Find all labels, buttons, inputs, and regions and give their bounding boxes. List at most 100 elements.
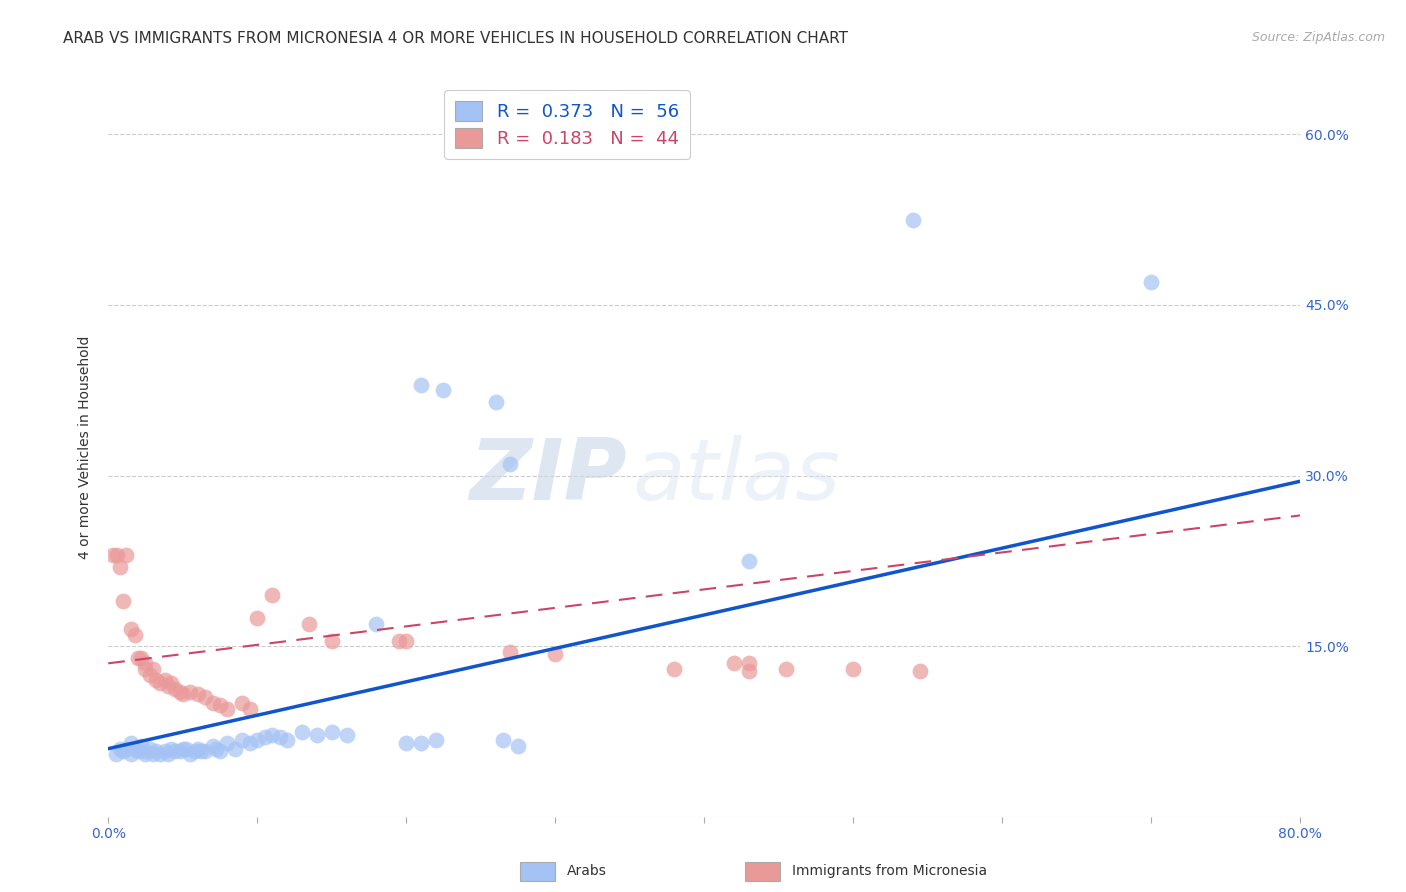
Point bbox=[246, 732, 269, 747]
Point bbox=[134, 657, 156, 671]
Point bbox=[246, 611, 269, 625]
Point bbox=[139, 667, 162, 681]
Point bbox=[321, 633, 343, 648]
Point bbox=[172, 687, 194, 701]
Point bbox=[336, 728, 359, 742]
Point bbox=[183, 744, 205, 758]
Point bbox=[165, 682, 187, 697]
Point bbox=[842, 662, 865, 676]
Point bbox=[253, 731, 276, 745]
Point bbox=[204, 741, 226, 756]
Point bbox=[120, 622, 142, 636]
Point bbox=[388, 633, 411, 648]
Point bbox=[664, 662, 686, 676]
Point bbox=[127, 650, 149, 665]
Point bbox=[201, 739, 224, 754]
Point bbox=[194, 690, 217, 705]
Point bbox=[104, 747, 127, 762]
Point bbox=[231, 732, 253, 747]
Point bbox=[425, 732, 447, 747]
Point bbox=[239, 702, 262, 716]
Point bbox=[115, 741, 138, 756]
Point bbox=[112, 744, 135, 758]
Point bbox=[908, 665, 931, 679]
Point bbox=[142, 662, 165, 676]
Point bbox=[172, 741, 194, 756]
Point bbox=[108, 741, 131, 756]
Point bbox=[901, 212, 924, 227]
Point bbox=[153, 673, 176, 688]
Point bbox=[169, 744, 191, 758]
Point bbox=[105, 548, 128, 562]
Point bbox=[179, 685, 201, 699]
Point bbox=[492, 732, 515, 747]
Point bbox=[134, 747, 156, 762]
Point bbox=[738, 554, 761, 568]
Point bbox=[432, 384, 454, 398]
Legend: R =  0.373   N =  56, R =  0.183   N =  44: R = 0.373 N = 56, R = 0.183 N = 44 bbox=[444, 90, 690, 159]
Point bbox=[298, 616, 321, 631]
Point bbox=[224, 741, 246, 756]
Point bbox=[506, 739, 529, 754]
Point bbox=[149, 675, 172, 690]
Point bbox=[179, 747, 201, 762]
Point bbox=[142, 747, 165, 762]
Point bbox=[291, 724, 314, 739]
Point bbox=[499, 457, 522, 471]
Point bbox=[411, 377, 433, 392]
Point bbox=[395, 736, 418, 750]
Point bbox=[239, 736, 262, 750]
Point bbox=[208, 698, 231, 713]
Point bbox=[187, 741, 209, 756]
Point bbox=[190, 744, 212, 758]
Point bbox=[217, 736, 239, 750]
Point bbox=[775, 662, 797, 676]
Point bbox=[124, 628, 146, 642]
Text: Source: ZipAtlas.com: Source: ZipAtlas.com bbox=[1251, 31, 1385, 45]
Point bbox=[174, 741, 197, 756]
Point bbox=[499, 645, 522, 659]
Point bbox=[129, 650, 152, 665]
Point bbox=[305, 728, 328, 742]
Point bbox=[411, 736, 433, 750]
Point bbox=[156, 679, 179, 693]
Point bbox=[159, 675, 181, 690]
Point bbox=[269, 731, 291, 745]
Point bbox=[484, 394, 506, 409]
Point bbox=[738, 665, 761, 679]
Point bbox=[217, 702, 239, 716]
Point bbox=[276, 732, 298, 747]
Point bbox=[194, 744, 217, 758]
Text: Immigrants from Micronesia: Immigrants from Micronesia bbox=[792, 864, 987, 879]
Point bbox=[165, 744, 187, 758]
Point bbox=[208, 744, 231, 758]
Y-axis label: 4 or more Vehicles in Household: 4 or more Vehicles in Household bbox=[79, 335, 93, 559]
Point bbox=[108, 559, 131, 574]
Point bbox=[262, 728, 284, 742]
Text: ZIP: ZIP bbox=[470, 435, 627, 518]
Point bbox=[366, 616, 388, 631]
Point bbox=[149, 747, 172, 762]
Point bbox=[187, 687, 209, 701]
Point bbox=[139, 741, 162, 756]
Text: atlas: atlas bbox=[633, 435, 841, 518]
Point bbox=[159, 741, 181, 756]
Point bbox=[124, 741, 146, 756]
Point bbox=[169, 685, 191, 699]
Point bbox=[395, 633, 418, 648]
Text: Arabs: Arabs bbox=[567, 864, 606, 879]
Point bbox=[145, 673, 167, 688]
Point bbox=[129, 739, 152, 754]
Point bbox=[156, 747, 179, 762]
Point bbox=[127, 744, 149, 758]
Point bbox=[738, 657, 761, 671]
Point bbox=[544, 647, 567, 661]
Point bbox=[723, 657, 745, 671]
Point bbox=[231, 696, 253, 710]
Text: ARAB VS IMMIGRANTS FROM MICRONESIA 4 OR MORE VEHICLES IN HOUSEHOLD CORRELATION C: ARAB VS IMMIGRANTS FROM MICRONESIA 4 OR … bbox=[63, 31, 848, 46]
Point bbox=[145, 744, 167, 758]
Point bbox=[201, 696, 224, 710]
Point bbox=[262, 588, 284, 602]
Point bbox=[120, 747, 142, 762]
Point bbox=[321, 724, 343, 739]
